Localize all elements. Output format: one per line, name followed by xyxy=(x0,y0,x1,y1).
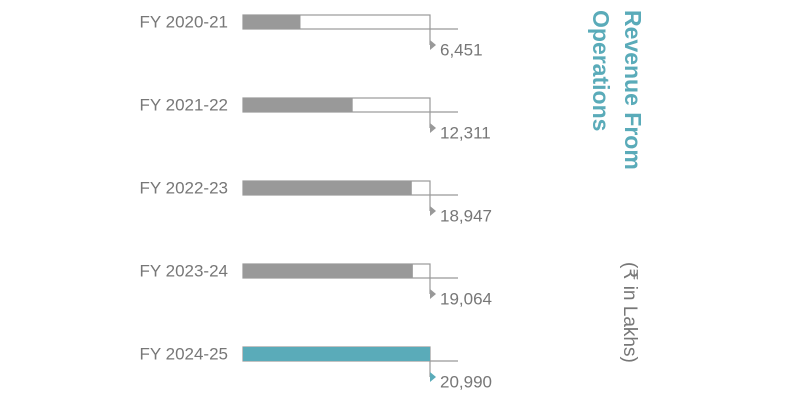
marker xyxy=(430,289,436,299)
bar xyxy=(243,264,413,278)
chart-subtitle: (₹ in Lakhs) xyxy=(619,262,640,363)
category-label: FY 2024-25 xyxy=(139,344,228,363)
value-label: 18,947 xyxy=(440,206,492,225)
value-label: 6,451 xyxy=(440,40,483,59)
category-label: FY 2022-23 xyxy=(139,178,228,197)
bar xyxy=(243,98,353,112)
value-label: 12,311 xyxy=(440,123,491,142)
category-label: FY 2020-21 xyxy=(139,12,228,31)
value-label: 20,990 xyxy=(440,372,492,391)
value-label: 19,064 xyxy=(440,289,492,308)
chart-title: Revenue From Operations xyxy=(588,10,646,170)
category-label: FY 2023-24 xyxy=(139,261,228,280)
category-label: FY 2021-22 xyxy=(139,95,228,114)
marker xyxy=(430,372,436,382)
marker xyxy=(430,123,436,133)
marker xyxy=(430,206,436,216)
marker xyxy=(430,40,436,50)
bar xyxy=(243,181,412,195)
bar xyxy=(243,347,430,361)
bar xyxy=(243,15,301,29)
